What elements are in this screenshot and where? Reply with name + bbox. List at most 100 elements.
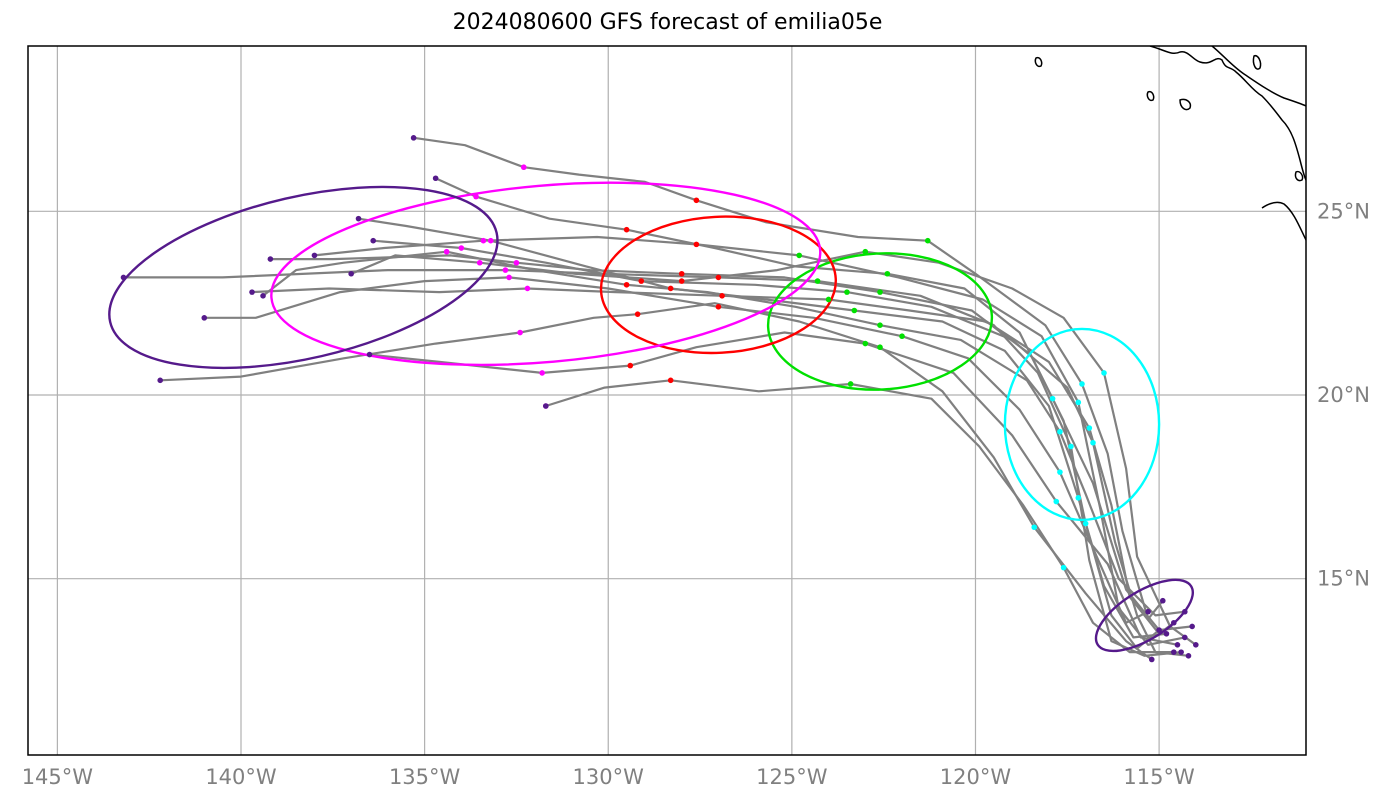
stage-marker (796, 252, 803, 259)
stage-marker (506, 274, 512, 281)
start-marker (1170, 649, 1177, 655)
start-marker (1182, 608, 1188, 615)
stage-marker (1068, 443, 1074, 450)
end-marker (410, 135, 417, 141)
forecast-track (314, 235, 1186, 646)
lon-tick-label: 140°W (205, 765, 277, 789)
coastline-islet (1252, 54, 1262, 70)
end-marker (432, 175, 439, 182)
forecast-track (435, 177, 1193, 632)
end-marker (249, 289, 255, 295)
start-marker (1145, 608, 1151, 615)
coastline (1034, 46, 1306, 241)
stage-marker (825, 296, 832, 303)
stage-marker (844, 289, 850, 295)
coastline-islet (1294, 170, 1304, 182)
stage-marker (476, 259, 483, 266)
stage-marker (877, 322, 883, 328)
tick-labels: 145°W 140°W 135°W 130°W 125°W 120°W 115°W 15°N 2… (22, 199, 1370, 789)
start-marker (1148, 656, 1155, 663)
end-marker (120, 274, 127, 281)
forecast-track (373, 239, 1189, 657)
stage-marker (719, 293, 725, 299)
position-markers (120, 135, 1199, 663)
stage-marker (678, 278, 685, 284)
stage-marker (924, 237, 931, 244)
forecast-track (262, 250, 1185, 617)
lat-tick-label: 25°N (1317, 199, 1370, 223)
stage-marker (814, 278, 821, 284)
stage-marker (539, 370, 545, 376)
stage-marker (1075, 399, 1082, 406)
stage-marker (1090, 439, 1096, 446)
stage-marker (502, 267, 509, 273)
stage-marker (513, 259, 520, 266)
stage-marker (1031, 524, 1038, 531)
stage-marker (884, 270, 891, 277)
gridlines (28, 46, 1306, 755)
stage-marker (473, 193, 479, 200)
stage-marker (638, 278, 645, 284)
stage-marker (517, 329, 523, 336)
start-marker (1156, 627, 1162, 633)
stage-marker (458, 245, 465, 251)
probability-ellipse (766, 252, 994, 391)
probability-ellipse (270, 181, 822, 367)
stage-marker (667, 285, 674, 292)
stage-marker (693, 197, 700, 204)
end-marker (348, 270, 354, 277)
stage-marker (715, 274, 722, 281)
end-marker (543, 403, 549, 409)
stage-marker (623, 226, 630, 233)
stage-marker (1075, 495, 1082, 501)
stage-marker (1082, 520, 1089, 527)
end-marker (267, 256, 274, 262)
lon-tick-label: 130°W (573, 765, 645, 789)
end-marker (260, 293, 266, 299)
forecast-track (160, 302, 1153, 661)
stage-marker (1057, 428, 1063, 435)
end-marker (157, 377, 164, 384)
probability-ellipses (108, 181, 1195, 653)
end-marker (370, 237, 377, 244)
stage-marker (1079, 381, 1085, 387)
start-marker (1185, 653, 1192, 659)
stage-marker (1086, 425, 1093, 431)
coastline-islet (1179, 98, 1192, 111)
forecast-track (204, 276, 1149, 624)
probability-ellipse (1003, 327, 1161, 522)
end-marker (355, 215, 362, 222)
stage-marker (899, 333, 905, 340)
coastline-south (1261, 201, 1306, 241)
stage-marker (1101, 370, 1107, 376)
stage-marker (1049, 395, 1056, 402)
start-marker (1163, 630, 1170, 637)
stage-marker (877, 344, 883, 351)
stage-marker (480, 237, 487, 244)
stage-marker (877, 289, 883, 295)
stage-marker (851, 307, 858, 314)
lon-tick-label: 115°W (1123, 765, 1195, 789)
start-marker (1182, 634, 1188, 641)
start-marker (1170, 619, 1177, 626)
forecast-track (270, 254, 1160, 650)
stage-marker (623, 281, 630, 288)
start-marker (1178, 649, 1184, 655)
stage-marker (1053, 498, 1060, 505)
lon-tick-label: 145°W (22, 765, 94, 789)
lat-tick-label: 15°N (1317, 567, 1370, 591)
stage-marker (443, 248, 450, 255)
start-marker (1174, 641, 1181, 648)
end-marker (311, 252, 318, 259)
probability-ellipse (1094, 578, 1195, 653)
forecast-track (123, 269, 1182, 657)
stage-marker (667, 377, 674, 384)
probability-ellipse (599, 215, 837, 355)
stage-marker (693, 241, 700, 248)
coastline-baja (1149, 46, 1306, 181)
start-marker (1189, 623, 1195, 630)
forecast-track (358, 217, 1167, 639)
lon-tick-label: 120°W (940, 765, 1012, 789)
stage-marker (1057, 469, 1063, 475)
start-marker (1193, 641, 1199, 648)
